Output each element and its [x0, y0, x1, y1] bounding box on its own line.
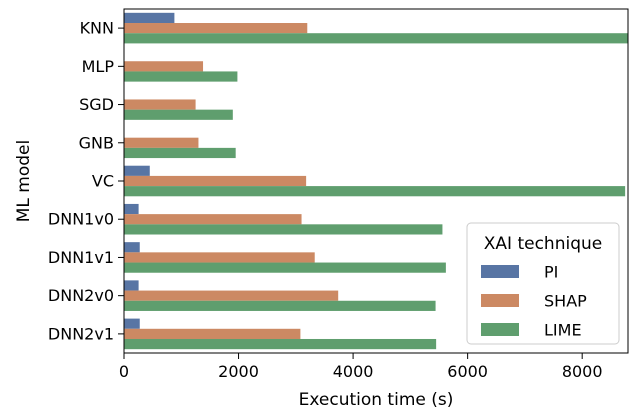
- y-tick-label-dnn1v0: DNN1v0: [48, 210, 114, 229]
- bar-vc-shap: [124, 175, 307, 187]
- bar-sgd-shap: [124, 99, 196, 110]
- x-tick-label-4000: 4000: [333, 362, 374, 381]
- y-axis-title: ML model: [14, 140, 34, 222]
- bar-dnn1v0-shap: [124, 214, 302, 225]
- bar-gnb-lime: [124, 147, 236, 159]
- bar-gnb-shap: [124, 137, 199, 148]
- legend-label-shap: SHAP: [544, 292, 587, 311]
- y-tick-label-dnn2v0: DNN2v0: [48, 286, 114, 305]
- bar-knn-shap: [124, 23, 308, 34]
- x-axis-ticks: 0 2000 4000 6000 8000: [119, 353, 603, 381]
- bar-dnn2v1-lime: [124, 338, 437, 350]
- bar-dnn2v0-shap: [124, 290, 339, 301]
- bar-dnn1v0-pi: [124, 203, 139, 215]
- bar-mlp-lime: [124, 71, 238, 82]
- y-tick-label-sgd: SGD: [79, 95, 114, 114]
- x-tick-label-0: 0: [119, 362, 129, 381]
- legend-box: [466, 222, 620, 345]
- bar-knn-lime: [124, 33, 628, 44]
- x-axis-title: Execution time (s): [299, 390, 454, 410]
- y-tick-label-knn: KNN: [80, 19, 114, 38]
- bar-dnn1v0-lime: [124, 224, 443, 235]
- bar-dnn1v1-shap: [124, 252, 315, 263]
- x-tick-label-2000: 2000: [218, 362, 259, 381]
- bar-sgd-lime: [124, 109, 233, 120]
- bar-dnn2v0-lime: [124, 300, 436, 311]
- bar-dnn2v1-pi: [124, 318, 140, 329]
- legend: XAI technique PI SHAP LIME: [466, 222, 620, 345]
- bar-mlp-shap: [124, 61, 204, 72]
- legend-swatch-pi: [481, 265, 519, 278]
- y-tick-label-gnb: GNB: [79, 133, 114, 152]
- y-tick-label-mlp: MLP: [82, 57, 115, 76]
- y-axis-ticks: KNN MLP SGD GNB VC DNN1v0 DNN1v1 DNN2v0 DNN2v1: [48, 19, 124, 343]
- legend-title: XAI technique: [484, 234, 602, 254]
- x-tick-label-6000: 6000: [447, 362, 488, 381]
- y-tick-label-vc: VC: [92, 172, 114, 191]
- legend-swatch-shap: [481, 294, 519, 307]
- legend-swatch-lime: [481, 323, 519, 336]
- bar-knn-pi: [124, 12, 175, 24]
- bar-dnn1v1-lime: [124, 262, 446, 273]
- legend-label-lime: LIME: [544, 321, 582, 340]
- bar-dnn1v1-pi: [124, 242, 140, 253]
- plot-frame: [123, 8, 629, 354]
- bar-vc-pi: [124, 165, 150, 176]
- legend-items: PI SHAP LIME: [481, 263, 587, 340]
- legend-label-pi: PI: [544, 263, 558, 282]
- y-tick-label-dnn2v1: DNN2v1: [48, 324, 114, 343]
- bar-dnn2v1-shap: [124, 328, 301, 339]
- bar-vc-lime: [124, 186, 626, 197]
- x-tick-label-8000: 8000: [562, 362, 603, 381]
- y-tick-label-dnn1v1: DNN1v1: [48, 248, 114, 267]
- bars-group: [124, 12, 628, 350]
- bar-dnn2v0-pi: [124, 280, 139, 291]
